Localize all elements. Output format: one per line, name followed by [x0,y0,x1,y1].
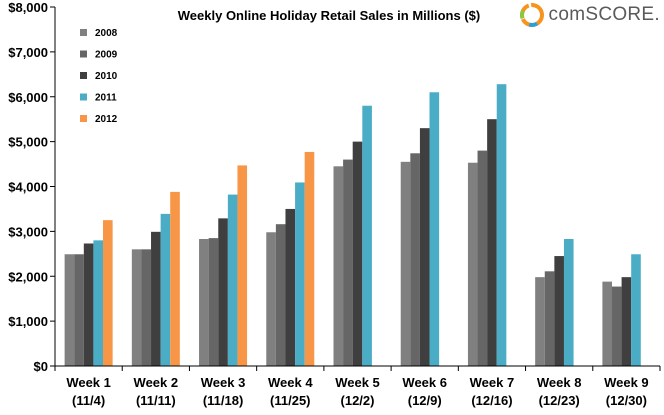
x-tick-label-week: Week 7 [470,375,515,390]
comscore-logo-icon [519,3,544,27]
x-tick-label-week: Week 6 [402,375,447,390]
bar-2010 [419,128,430,366]
x-tick-label-date: (11/11) [136,393,176,408]
bar-2009 [208,238,219,366]
x-tick-label-week: Week 9 [604,375,649,390]
bar-2008 [64,254,75,366]
legend-swatch-2011 [80,93,87,101]
bar-2009 [275,224,286,366]
y-tick-label: $4,000 [8,180,48,195]
legend-swatch-2008 [80,29,87,36]
y-tick-label: $2,000 [8,269,48,284]
x-tick-label-week: Week 5 [335,375,380,390]
x-tick-label-date: (12/23) [539,393,580,408]
x-tick-label: Week 8 (12/23) [537,375,582,408]
legend-label-2008: 2008 [95,28,118,39]
bar-2009 [74,254,84,366]
x-tick-label: Week 4 (11/25) [268,375,313,408]
y-tick-label: $0 [34,359,48,374]
x-tick-label-week: Week 1 [66,375,111,390]
x-tick-label-week: Week 4 [268,375,313,390]
x-tick-label: Week 5 (12/2) [335,375,380,408]
bars-group [64,84,641,366]
bar-2008 [400,161,411,366]
legend-label-2009: 2009 [95,50,118,61]
legend-label-2011: 2011 [95,93,117,104]
x-tick-label: Week 9 (12/30) [604,375,649,408]
bar-2010 [352,141,363,366]
x-tick-label: Week 7 (12/16) [470,375,515,408]
bar-2011 [563,239,574,366]
y-tick-label: $5,000 [8,135,48,150]
chart-title: Weekly Online Holiday Retail Sales in Mi… [178,8,480,23]
bar-2008 [266,232,276,366]
x-tick-label-date: (11/18) [203,393,243,408]
bar-2011 [362,105,372,366]
comscore-logo: comSCORE. [519,2,660,28]
bar-2008 [602,281,612,366]
x-tick-label-date: (12/9) [408,393,442,408]
x-tick-label-date: (12/30) [606,393,647,408]
y-tick-label: $6,000 [8,90,48,105]
bar-2008 [467,162,478,366]
x-tick-label-date: (11/4) [72,393,105,408]
bar-2010 [83,243,94,366]
bar-2009 [477,150,488,366]
x-tick-label: Week 3 (11/18) [201,375,246,408]
y-tick-label: $1,000 [8,314,48,329]
bar-2010 [218,218,228,366]
bar-2009 [611,286,622,366]
bar-2008 [131,249,142,366]
x-tick-label-week: Week 8 [537,375,582,390]
bar-2008 [535,277,545,366]
x-tick-label-week: Week 3 [201,375,246,390]
bar-2011 [160,213,171,366]
legend-swatch-2009 [80,50,87,58]
bar-2010 [285,208,296,366]
bar-2012 [170,191,180,366]
bar-2012 [237,165,248,366]
bar-2010 [151,231,161,366]
x-tick-label-date: (11/25) [270,393,310,408]
legend-label-2012: 2012 [95,114,118,125]
bar-2010 [487,119,497,366]
bar-2012 [103,220,113,366]
x-tick-label: Week 6 (12/9) [402,375,447,408]
bar-2011 [496,84,507,366]
x-tick-label-date: (12/2) [341,393,375,408]
x-tick-label: Week 1 (11/4) [66,375,111,408]
bar-2011 [227,194,238,366]
x-tick-label-date: (12/16) [471,393,512,408]
y-axis: $0 $1,000 $2,000 $3,000 $4,000 $5,000 $6,000 $7… [8,0,56,374]
bar-2010 [621,277,632,366]
bar-2011 [295,182,305,366]
bar-2008 [333,166,344,366]
x-tick-label: Week 2 (11/11) [134,375,179,408]
x-tick-label-week: Week 2 [134,375,179,390]
bar-2009 [544,271,555,366]
bar-2011 [429,92,440,366]
bar-2009 [343,159,353,366]
legend-swatch-2012 [80,115,87,122]
bar-2009 [410,153,420,366]
bar-2012 [304,151,315,366]
legend-swatch-2010 [80,72,87,79]
y-tick-label: $8,000 [8,0,48,15]
bar-2008 [199,239,209,366]
x-axis: Week 1 (11/4)Week 2 (11/11)Week 3 (11/18)We… [54,365,661,408]
y-tick-label: $3,000 [8,224,48,239]
y-tick-label: $7,000 [8,45,48,60]
bar-2011 [631,254,641,366]
bar-2011 [93,240,104,366]
legend-label-2010: 2010 [95,71,118,82]
bar-2010 [554,256,564,366]
bar-2009 [141,249,152,366]
legend: 2008 2009 2010 2011 2012 [80,28,118,125]
comscore-logo-text: comSCORE. [548,4,660,25]
